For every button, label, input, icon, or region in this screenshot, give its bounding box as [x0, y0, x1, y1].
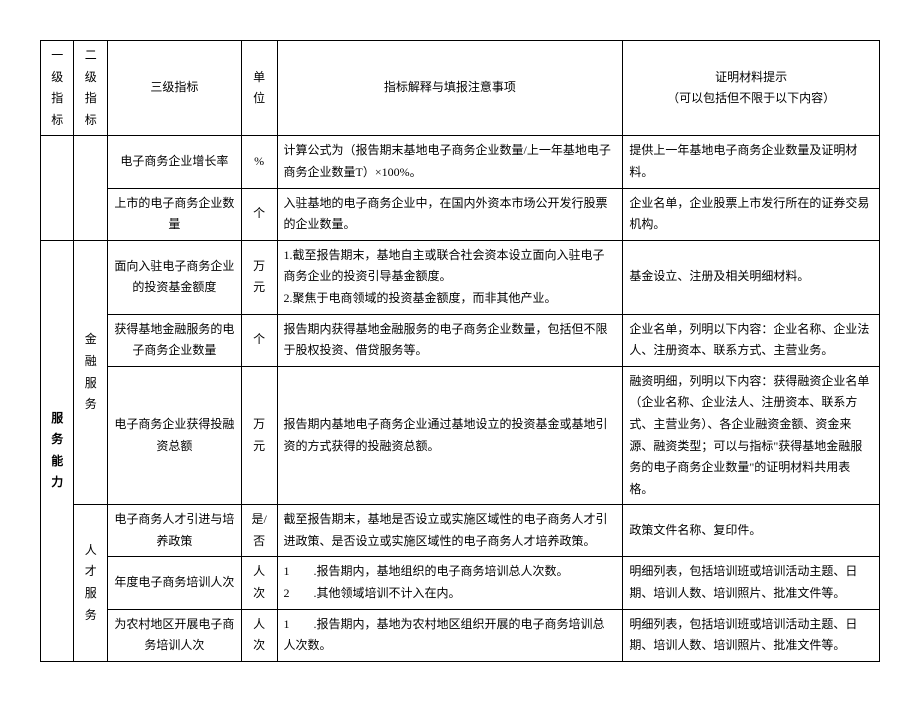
cell-unit: 人次 — [241, 609, 277, 661]
header-proof-line2: （可以包括但不限于以下内容） — [629, 88, 873, 110]
cell-explanation: 1 .报告期内，基地组织的电子商务培训总人次数。2 .其他领域培训不计入在内。 — [277, 557, 623, 609]
header-level1: 一级指标 — [41, 41, 74, 136]
cell-l3: 上市的电子商务企业数量 — [107, 188, 241, 240]
cell-proof: 明细列表，包括培训班或培训活动主题、日期、培训人数、培训照片、批准文件等。 — [623, 557, 880, 609]
cell-unit: 是/否 — [241, 505, 277, 557]
cell-l2-blank — [74, 136, 107, 240]
cell-explanation: 1 .报告期内，基地为农村地区组织开展的电子商务培训总人次数。 — [277, 609, 623, 661]
table-row: 服务能力 金融服务 面向入驻电子商务企业的投资基金额度 万元 1.截至报告期末，… — [41, 240, 880, 314]
cell-explanation: 报告期内获得基地金融服务的电子商务企业数量，包括但不限于股权投资、借贷服务等。 — [277, 314, 623, 366]
cell-l1-blank — [41, 136, 74, 240]
cell-unit: 个 — [241, 314, 277, 366]
cell-proof: 政策文件名称、复印件。 — [623, 505, 880, 557]
cell-explanation: 截至报告期末，基地是否设立或实施区域性的电子商务人才引进政策、是否设立或实施区域… — [277, 505, 623, 557]
cell-unit: 个 — [241, 188, 277, 240]
cell-proof: 明细列表，包括培训班或培训活动主题、日期、培训人数、培训照片、批准文件等。 — [623, 609, 880, 661]
cell-l3: 电子商务人才引进与培养政策 — [107, 505, 241, 557]
table-row: 上市的电子商务企业数量 个 入驻基地的电子商务企业中，在国内外资本市场公开发行股… — [41, 188, 880, 240]
cell-l3: 为农村地区开展电子商务培训人次 — [107, 609, 241, 661]
cell-l3: 电子商务企业获得投融资总额 — [107, 366, 241, 505]
cell-proof: 基金设立、注册及相关明细材料。 — [623, 240, 880, 314]
cell-explanation: 入驻基地的电子商务企业中，在国内外资本市场公开发行股票的企业数量。 — [277, 188, 623, 240]
cell-l2-talent: 人才服务 — [74, 505, 107, 662]
cell-proof: 企业名单，企业股票上市发行所在的证券交易机构。 — [623, 188, 880, 240]
table-header-row: 一级指标 二级指标 三级指标 单位 指标解释与填报注意事项 证明材料提示 （可以… — [41, 41, 880, 136]
cell-explanation: 1.截至报告期末，基地自主或联合社会资本设立面向入驻电子商务企业的投资引导基金额… — [277, 240, 623, 314]
cell-l3: 电子商务企业增长率 — [107, 136, 241, 188]
table-row: 人才服务 电子商务人才引进与培养政策 是/否 截至报告期末，基地是否设立或实施区… — [41, 505, 880, 557]
cell-l3: 年度电子商务培训人次 — [107, 557, 241, 609]
header-unit: 单位 — [241, 41, 277, 136]
cell-l3: 获得基地金融服务的电子商务企业数量 — [107, 314, 241, 366]
header-level3: 三级指标 — [107, 41, 241, 136]
cell-unit: 万元 — [241, 240, 277, 314]
cell-l2-finance: 金融服务 — [74, 240, 107, 505]
cell-unit: % — [241, 136, 277, 188]
cell-proof: 融资明细，列明以下内容：获得融资企业名单（企业名称、企业法人、注册资本、联系方式… — [623, 366, 880, 505]
header-level2: 二级指标 — [74, 41, 107, 136]
cell-explanation: 计算公式为（报告期末基地电子商务企业数量/上一年基地电子商务企业数量T）×100… — [277, 136, 623, 188]
cell-l1-service: 服务能力 — [41, 240, 74, 661]
cell-unit: 万元 — [241, 366, 277, 505]
cell-l3: 面向入驻电子商务企业的投资基金额度 — [107, 240, 241, 314]
header-proof-line1: 证明材料提示 — [629, 67, 873, 89]
table-row: 获得基地金融服务的电子商务企业数量 个 报告期内获得基地金融服务的电子商务企业数… — [41, 314, 880, 366]
table-row: 电子商务企业获得投融资总额 万元 报告期内基地电子商务企业通过基地设立的投资基金… — [41, 366, 880, 505]
table-row: 年度电子商务培训人次 人次 1 .报告期内，基地组织的电子商务培训总人次数。2 … — [41, 557, 880, 609]
header-proof: 证明材料提示 （可以包括但不限于以下内容） — [623, 41, 880, 136]
cell-proof: 企业名单，列明以下内容：企业名称、企业法人、注册资本、联系方式、主营业务。 — [623, 314, 880, 366]
table-row: 电子商务企业增长率 % 计算公式为（报告期末基地电子商务企业数量/上一年基地电子… — [41, 136, 880, 188]
cell-unit: 人次 — [241, 557, 277, 609]
header-explanation: 指标解释与填报注意事项 — [277, 41, 623, 136]
indicator-table: 一级指标 二级指标 三级指标 单位 指标解释与填报注意事项 证明材料提示 （可以… — [40, 40, 880, 662]
cell-proof: 提供上一年基地电子商务企业数量及证明材料。 — [623, 136, 880, 188]
cell-explanation: 报告期内基地电子商务企业通过基地设立的投资基金或基地引资的方式获得的投融资总额。 — [277, 366, 623, 505]
table-row: 为农村地区开展电子商务培训人次 人次 1 .报告期内，基地为农村地区组织开展的电… — [41, 609, 880, 661]
